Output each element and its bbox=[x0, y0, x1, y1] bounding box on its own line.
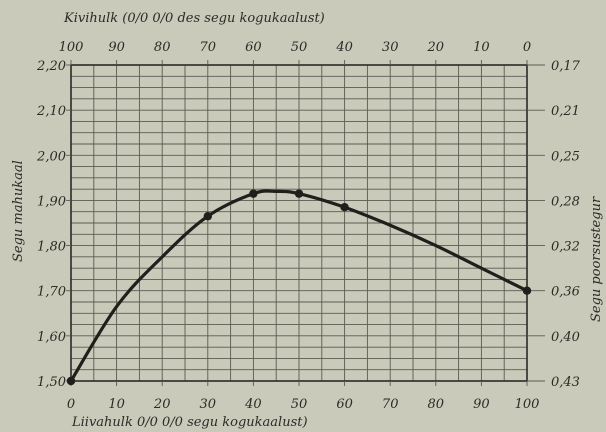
y-tick-label: 1,80 bbox=[37, 240, 66, 255]
y-right-tick-label: 0,21 bbox=[551, 104, 580, 119]
y-tick-label: 1,90 bbox=[37, 194, 66, 209]
y-right-tick-label: 0,43 bbox=[551, 375, 580, 390]
y-right-axis-title: Segu poorsustegur bbox=[589, 196, 604, 322]
x-top-tick-label: 60 bbox=[245, 40, 262, 55]
x-top-tick-label: 30 bbox=[382, 40, 399, 55]
x-tick-label: 0 bbox=[67, 397, 75, 412]
x-tick-label: 10 bbox=[108, 397, 125, 412]
y-tick-label: 1,60 bbox=[37, 330, 66, 345]
x-tick-label: 50 bbox=[291, 397, 308, 412]
x-top-tick-label: 90 bbox=[108, 40, 125, 55]
x-axis-title: Liivahulk 0/0 0/0 segu kogukaalust) bbox=[71, 415, 308, 430]
x-top-tick-label: 20 bbox=[427, 40, 445, 55]
data-point bbox=[66, 376, 76, 386]
data-point bbox=[522, 286, 532, 295]
data-point bbox=[203, 212, 212, 221]
y-tick-label: 2,00 bbox=[36, 149, 66, 164]
y-tick-label: 2,10 bbox=[36, 104, 66, 119]
y-tick-label: 1,70 bbox=[37, 285, 66, 300]
x-top-tick-label: 100 bbox=[59, 40, 84, 55]
x-top-tick-label: 70 bbox=[200, 40, 217, 55]
x-tick-label: 90 bbox=[473, 397, 490, 412]
y-right-tick-label: 0,40 bbox=[551, 330, 580, 345]
data-point bbox=[340, 203, 349, 212]
y-right-tick-label: 0,36 bbox=[551, 285, 580, 300]
x-top-tick-label: 50 bbox=[291, 40, 308, 55]
x-tick-label: 20 bbox=[153, 397, 171, 412]
x-top-tick-label: 0 bbox=[523, 40, 531, 55]
y-right-tick-label: 0,25 bbox=[551, 149, 580, 164]
x-tick-label: 30 bbox=[200, 397, 217, 412]
x-tick-label: 100 bbox=[515, 397, 540, 412]
grid-layer bbox=[71, 65, 527, 381]
x-tick-label: 70 bbox=[382, 397, 399, 412]
series-line bbox=[69, 189, 529, 383]
y-tick-label: 1,50 bbox=[37, 375, 66, 390]
y-right-tick-label: 0,17 bbox=[551, 59, 581, 74]
series-layer bbox=[66, 189, 532, 386]
x-top-axis-title: Kivihulk (0/0 0/0 des segu kogukaalust) bbox=[63, 11, 325, 26]
x-tick-label: 80 bbox=[428, 397, 445, 412]
x-tick-label: 60 bbox=[336, 397, 353, 412]
y-tick-label: 2,20 bbox=[36, 59, 66, 74]
x-top-tick-label: 40 bbox=[335, 40, 353, 55]
x-top-tick-label: 10 bbox=[473, 40, 490, 55]
data-point bbox=[249, 189, 258, 198]
data-point bbox=[294, 189, 304, 198]
x-top-tick-label: 80 bbox=[154, 40, 171, 55]
y-axis-title: Segu mahukaal bbox=[11, 160, 26, 262]
y-right-tick-label: 0,32 bbox=[551, 240, 580, 255]
y-right-tick-label: 0,28 bbox=[551, 194, 580, 209]
x-tick-label: 40 bbox=[244, 397, 262, 412]
